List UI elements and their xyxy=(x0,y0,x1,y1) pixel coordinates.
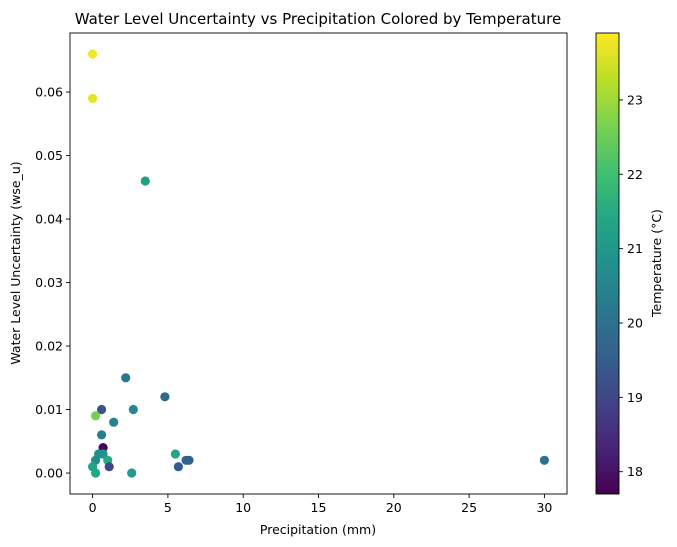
plot-area xyxy=(70,33,567,494)
scatter-point xyxy=(104,462,114,472)
colorbar-tick-label: 19 xyxy=(627,390,643,405)
x-tick-label: 0 xyxy=(89,500,97,515)
colorbar-label: Temperature (°C) xyxy=(649,209,664,318)
scatter-point xyxy=(97,404,107,415)
y-axis-ticks: 0.00 0.01 0.02 0.03 0.04 0.05 0.06 xyxy=(35,85,70,481)
x-axis-label: Precipitation (mm) xyxy=(260,522,376,537)
x-axis-ticks: 0 5 10 15 20 25 30 xyxy=(89,494,552,515)
colorbar-ticks: 18 19 20 21 22 23 xyxy=(619,92,643,479)
x-tick-label: 20 xyxy=(386,500,402,515)
y-tick-label: 0.04 xyxy=(35,212,63,227)
y-tick-label: 0.02 xyxy=(35,339,63,354)
colorbar-tick-label: 23 xyxy=(627,92,643,107)
scatter-point xyxy=(539,455,550,465)
scatter-point xyxy=(170,449,180,459)
scatter-point xyxy=(98,443,108,453)
scatter-point xyxy=(184,455,194,465)
colorbar-tick-label: 22 xyxy=(627,167,643,182)
x-tick-label: 25 xyxy=(461,500,477,515)
x-tick-label: 5 xyxy=(164,500,172,515)
y-tick-label: 0.00 xyxy=(35,466,63,481)
points-layer xyxy=(88,49,550,478)
scatter-point xyxy=(160,392,170,402)
chart-title: Water Level Uncertainty vs Precipitation… xyxy=(75,10,561,28)
scatter-point xyxy=(91,411,101,421)
colorbar-tick-label: 18 xyxy=(627,464,643,479)
x-tick-label: 30 xyxy=(536,500,552,515)
scatter-point xyxy=(88,93,98,103)
y-tick-label: 0.01 xyxy=(35,402,63,417)
colorbar-tick-label: 21 xyxy=(627,241,643,256)
scatter-point xyxy=(127,468,137,478)
scatter-point xyxy=(140,176,150,186)
x-tick-label: 10 xyxy=(235,500,251,515)
y-tick-label: 0.05 xyxy=(35,148,63,163)
scatter-point xyxy=(97,430,107,440)
y-tick-label: 0.06 xyxy=(35,85,63,100)
y-tick-label: 0.03 xyxy=(35,275,63,290)
colorbar-tick-label: 20 xyxy=(627,315,643,330)
scatter-point xyxy=(173,462,183,472)
scatter-point xyxy=(109,417,119,427)
scatter-point xyxy=(128,404,138,415)
scatter-point xyxy=(88,49,98,59)
scatter-point xyxy=(91,468,101,478)
x-tick-label: 15 xyxy=(311,500,327,515)
scatter-point xyxy=(121,373,131,383)
colorbar xyxy=(595,32,620,495)
y-axis-label: Water Level Uncertainty (wse_u) xyxy=(8,161,23,364)
scatter-point xyxy=(98,449,108,459)
